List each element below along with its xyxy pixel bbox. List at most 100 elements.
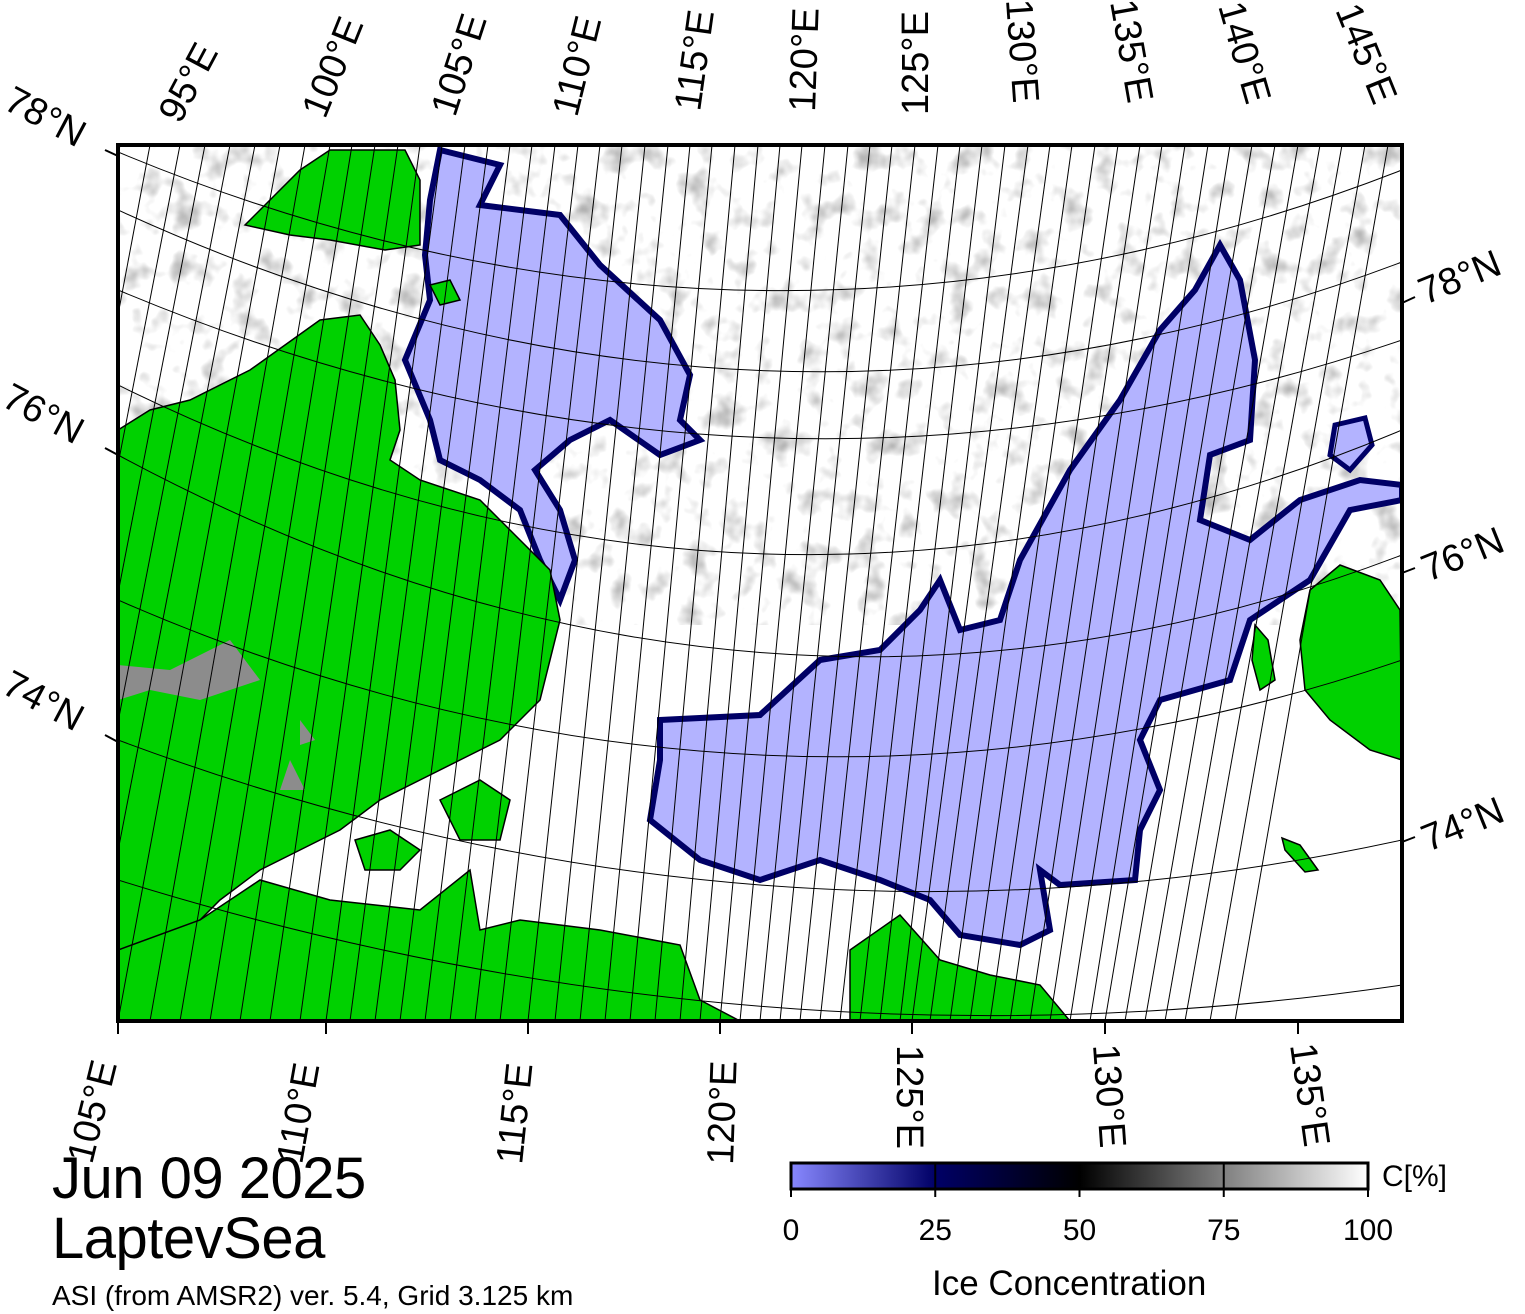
meridian-line (969, 145, 1096, 1021)
meridian-line (527, 145, 623, 1021)
land-small-island-nw (428, 279, 462, 306)
top-lon-label: 95°E (151, 36, 227, 129)
bottom-lon-label: 130°E (1084, 1043, 1133, 1150)
meridian-line (269, 145, 399, 1021)
meridian-line (118, 145, 151, 318)
left-lat-label: 74°N (0, 663, 90, 740)
top-lon-label: 115°E (667, 7, 723, 113)
right-lat-label: 76°N (1416, 520, 1510, 591)
colorbar-ticks: 0 25 50 75 100 (783, 1163, 1393, 1247)
meridian-line (399, 145, 511, 1021)
meridian-line (554, 145, 646, 1021)
colorbar-tick-label: 25 (919, 1214, 952, 1247)
meridian-line (1209, 145, 1366, 1021)
meridian-line (118, 145, 231, 725)
left-lat-labels: 78°N 76°N 74°N (0, 79, 92, 740)
land-south-coast (118, 868, 741, 1021)
colorbar-tick-label: 100 (1343, 1214, 1393, 1247)
meridian-line (209, 145, 353, 1021)
right-lat-labels: 78°N 76°N 74°N (1413, 243, 1510, 861)
colorbar-tick-label: 75 (1207, 1214, 1240, 1247)
bottom-lon-label: 135°E (1281, 1040, 1337, 1149)
source-caption: ASI (from AMSR2) ver. 5.4, Grid 3.125 km (52, 1280, 574, 1311)
left-lat-label: 78°N (0, 79, 92, 156)
colorbar-tick-label: 0 (783, 1214, 800, 1247)
top-lon-label: 140°E (1209, 0, 1278, 108)
top-lon-label: 110°E (545, 12, 610, 120)
meridian-line (299, 145, 421, 1021)
meridian-line (118, 145, 121, 159)
meridian-line (779, 145, 871, 1021)
land-small-islands-east (1251, 623, 1320, 873)
map-frame (116, 143, 1404, 1023)
date-title: Jun 09 2025 (52, 1146, 366, 1211)
meridian-line (179, 145, 331, 1021)
meridian-line (149, 145, 306, 1021)
right-lat-label: 78°N (1413, 243, 1507, 314)
meridian-line (1029, 145, 1163, 1021)
meridian-line (929, 145, 1051, 1021)
map-area (118, 145, 1402, 1021)
top-lon-label: 125°E (895, 11, 937, 115)
frame-ticks (104, 149, 1416, 1034)
open-water-patch (1327, 415, 1375, 474)
graticule-meridians (118, 145, 1389, 1021)
meridian-line (911, 145, 1029, 1021)
meridian-line (325, 145, 443, 1021)
meridian-line (1234, 145, 1389, 1021)
colorbar-label: Ice Concentration (932, 1264, 1207, 1303)
land-severnaya-zemlya (243, 149, 421, 251)
meridian-line (739, 145, 826, 1021)
meridian-line (424, 145, 533, 1021)
top-lon-label: 130°E (997, 0, 1046, 104)
colorbar-unit: C[%] (1382, 1160, 1448, 1193)
meridian-line (1069, 145, 1209, 1021)
meridian-line (759, 145, 849, 1021)
bottom-lon-label: 120°E (700, 1060, 746, 1165)
top-lon-label: 145°E (1327, 0, 1405, 110)
meridian-line (859, 145, 961, 1021)
right-lat-label: 74°N (1416, 790, 1510, 861)
meridian-line (699, 145, 781, 1021)
meridian-line (839, 145, 939, 1021)
meridian-line (579, 145, 669, 1021)
top-lon-label: 105°E (424, 9, 496, 121)
land-taymyr (118, 314, 561, 951)
meridian-line (679, 145, 759, 1021)
meridian-line (629, 145, 713, 1021)
meridian-line (1009, 145, 1141, 1021)
meridian-line (1049, 145, 1186, 1021)
meridian-line (819, 145, 916, 1021)
meridian-line (474, 145, 579, 1021)
meridian-line (1104, 145, 1253, 1021)
meridian-line (1184, 145, 1343, 1021)
meridian-line (879, 145, 983, 1021)
meridian-line (118, 145, 281, 1021)
land-ice-patches (118, 640, 315, 790)
colorbar-tick-label: 50 (1063, 1214, 1096, 1247)
meridian-line (1124, 145, 1276, 1021)
bottom-lon-label: 125°E (888, 1045, 930, 1149)
meridian-line (118, 145, 256, 854)
left-lat-label: 76°N (0, 376, 90, 453)
meridian-line (654, 145, 736, 1021)
open-water-west (401, 146, 706, 608)
meridian-line (239, 145, 376, 1021)
land-southeast (849, 914, 1071, 1021)
meridian-line (349, 145, 466, 1021)
meridian-line (719, 145, 803, 1021)
meridian-line (1164, 145, 1321, 1021)
meridian-line (449, 145, 556, 1021)
bottom-lon-label: 115°E (489, 1061, 541, 1166)
meridian-line (374, 145, 489, 1021)
top-lon-labels: 95°E 100°E 105°E 110°E 115°E 120°E 125°E… (151, 0, 1405, 129)
land-kotelny (1299, 564, 1402, 761)
top-lon-label: 100°E (294, 11, 372, 123)
meridian-line (899, 145, 1006, 1021)
meridian-line (118, 145, 181, 468)
graticule-parallels (118, 151, 1402, 1017)
land-delta-islands (354, 779, 511, 871)
meridian-line (604, 145, 691, 1021)
meridian-line (1144, 145, 1299, 1021)
